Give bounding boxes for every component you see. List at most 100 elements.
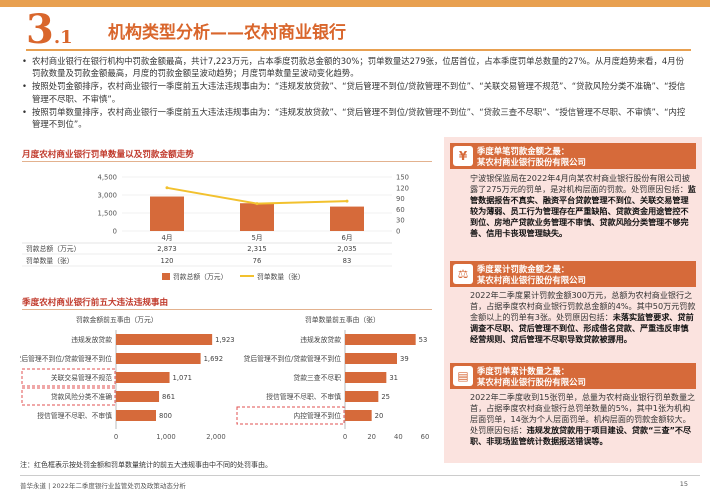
page-title: 机构类型分析——农村商业银行 <box>108 23 346 43</box>
category-label: 关联交易管理不规范 <box>51 373 112 382</box>
fine-amount-bar-chart: 罚款金额前五事由（万元） 0 1,000 2,000 违规发放贷款 1,923 贷后管理不到… <box>20 315 235 441</box>
section-divider <box>22 309 432 310</box>
table-cell: 76 <box>253 257 262 265</box>
value-label: 1,923 <box>215 336 234 344</box>
x-tick-label: 20 <box>367 433 376 441</box>
line-point <box>165 186 169 190</box>
scale-icon: ⚖ <box>453 264 473 284</box>
bar <box>116 410 156 421</box>
bar <box>345 372 387 383</box>
y-tick-label-right: 30 <box>396 217 405 225</box>
chart-subtitle: 罚款金额前五事由（万元） <box>76 315 158 324</box>
monthly-chart-heading: 月度农村商业银行罚单数量以及罚款金额走势 <box>22 150 194 160</box>
case-title: 季度单笔罚款金额之最： 某农村商业银行股份有限公司 <box>477 146 586 167</box>
x-category-label: 6月 <box>341 234 352 242</box>
y-tick-label-left: 0 <box>113 228 117 236</box>
category-label: 贷后管理不到位/贷款管理不到位 <box>244 354 342 363</box>
value-label: 861 <box>162 393 175 401</box>
table-row-label: 罚单数量（张） <box>26 256 74 265</box>
page-number: 15 <box>679 480 688 488</box>
case-body: 宁波银保监局在2022年4月向某农村商业银行股份有限公司披露了275万元的罚单，… <box>470 173 696 238</box>
bar <box>116 334 213 345</box>
y-tick-label-right: 150 <box>396 174 409 182</box>
case-highlights-panel: ¥ 季度单笔罚款金额之最： 某农村商业银行股份有限公司 宁波银保监局在2022年4… <box>444 137 702 463</box>
case-header: ▤ 季度罚单累计数量之最： 某农村商业银行股份有限公司 <box>450 363 696 389</box>
coins-icon: ¥ <box>453 146 473 166</box>
fine-amount-plot: 罚款金额前五事由（万元） 0 1,000 2,000 违规发放贷款 1,923 贷后管理不到… <box>20 315 235 441</box>
section-number: 3.1 <box>26 6 73 53</box>
value-label: 1,071 <box>173 374 192 382</box>
legend-swatch-bar <box>162 273 170 280</box>
x-tick-label: 2,000 <box>206 433 225 441</box>
value-label: 800 <box>159 412 172 420</box>
monthly-chart-plot: 0 1,500 3,000 4,500 0 30 60 90 120 150 4月 5月 6月罚款总额（… <box>22 174 409 281</box>
case-header: ¥ 季度单笔罚款金额之最： 某农村商业银行股份有限公司 <box>450 143 696 169</box>
line-ticket-count <box>166 186 348 205</box>
line-point <box>345 199 349 203</box>
legend-label: 罚款总额（万元） <box>173 272 227 281</box>
footer-text: 普华永道 | 2022年二季度银行业监管处罚及政策动态分析 <box>20 482 186 490</box>
section-divider <box>22 161 432 162</box>
bar <box>116 372 170 383</box>
category-label: 内控管理不到位 <box>293 411 341 420</box>
line-point <box>255 202 259 206</box>
ticket-count-plot: 罚单数量前五事由（张） 0 20 40 60 违规发放贷款 53 贷后管理不到位/贷款管理不到… <box>236 315 430 441</box>
y-tick-label-right: 0 <box>396 228 400 236</box>
category-label: 授信管理不尽职、不审慎 <box>266 392 341 401</box>
table-cell: 2,873 <box>157 245 176 253</box>
case-body: 2022年二季度累计罚款金额300万元，总额为农村商业银行之首，占据季度农村商业… <box>470 290 696 344</box>
bar <box>345 334 416 345</box>
highlight-box <box>21 387 116 406</box>
chart-footnote: 注：红色框表示按处罚金额和罚单数量统计的前五大违规事由中不同的处罚事由。 <box>20 461 272 469</box>
x-category-label: 4月 <box>161 234 172 242</box>
category-label: 违规发放贷款 <box>300 335 341 344</box>
y-tick-label-right: 90 <box>396 195 405 203</box>
category-label: 授信管理不尽职、不审慎 <box>37 411 112 420</box>
chart-subtitle: 罚单数量前五事由（张） <box>305 315 380 324</box>
value-label: 25 <box>381 393 390 401</box>
bar <box>116 391 160 402</box>
table-row-label: 罚款总额（万元） <box>26 244 80 253</box>
y-tick-label-left: 4,500 <box>98 174 117 182</box>
bar <box>345 391 379 402</box>
category-label: 贷款三查不尽职 <box>293 373 341 382</box>
x-tick-label: 40 <box>394 433 403 441</box>
top5-chart-heading: 季度农村商业银行前五大违法违规事由 <box>22 298 169 308</box>
ticket-count-bar-chart: 罚单数量前五事由（张） 0 20 40 60 违规发放贷款 53 贷后管理不到位/贷款管理不到… <box>236 315 430 441</box>
x-tick-label: 1,000 <box>156 433 175 441</box>
category-label: 贷款风险分类不准确 <box>51 392 112 401</box>
case-title: 季度罚单累计数量之最： 某农村商业银行股份有限公司 <box>477 366 586 387</box>
monthly-combo-chart: 0 1,500 3,000 4,500 0 30 60 90 120 150 4月 5月 6月罚款总额（… <box>22 174 409 281</box>
y-tick-label-right: 60 <box>396 206 405 214</box>
x-tick-label: 0 <box>343 433 347 441</box>
bar <box>345 410 372 421</box>
bar-fine-amount <box>330 206 364 231</box>
bar <box>116 353 201 364</box>
value-label: 39 <box>400 355 409 363</box>
highlight-box <box>21 368 116 387</box>
table-cell: 2,315 <box>247 245 266 253</box>
top-accent-bar <box>0 0 710 7</box>
table-cell: 120 <box>161 257 174 265</box>
bullet-item: 农村商业银行在银行机构中罚款金额最高，共计7,223万元，占本季度罚款总金额的3… <box>20 55 690 79</box>
legend-label: 罚单数量（张） <box>257 272 305 281</box>
title-divider <box>26 49 691 51</box>
table-cell: 2,035 <box>337 245 356 253</box>
bar <box>345 353 397 364</box>
summary-bullets: 农村商业银行在银行机构中罚款金额最高，共计7,223万元，占本季度罚款总金额的3… <box>20 55 690 131</box>
y-tick-label-left: 3,000 <box>98 192 117 200</box>
x-category-label: 5月 <box>251 234 262 242</box>
table-cell: 83 <box>343 257 352 265</box>
bullet-item: 按照处罚金额排序，农村商业银行一季度前五大违法违规事由为：“违规发放贷款”、“贷… <box>20 80 690 104</box>
x-tick-label: 0 <box>114 433 118 441</box>
highlight-box <box>236 406 345 425</box>
category-label: 违规发放贷款 <box>71 335 112 344</box>
document-icon: ▤ <box>453 366 473 386</box>
x-tick-label: 60 <box>421 433 430 441</box>
value-label: 1,692 <box>204 355 223 363</box>
footer-divider <box>20 475 700 476</box>
value-label: 20 <box>375 412 384 420</box>
case-body: 2022年二季度收到15张罚单，总量为农村商业银行罚单数量之首，占据季度农村商业… <box>470 392 696 446</box>
bar-fine-amount <box>150 196 184 231</box>
y-tick-label-left: 1,500 <box>98 210 117 218</box>
